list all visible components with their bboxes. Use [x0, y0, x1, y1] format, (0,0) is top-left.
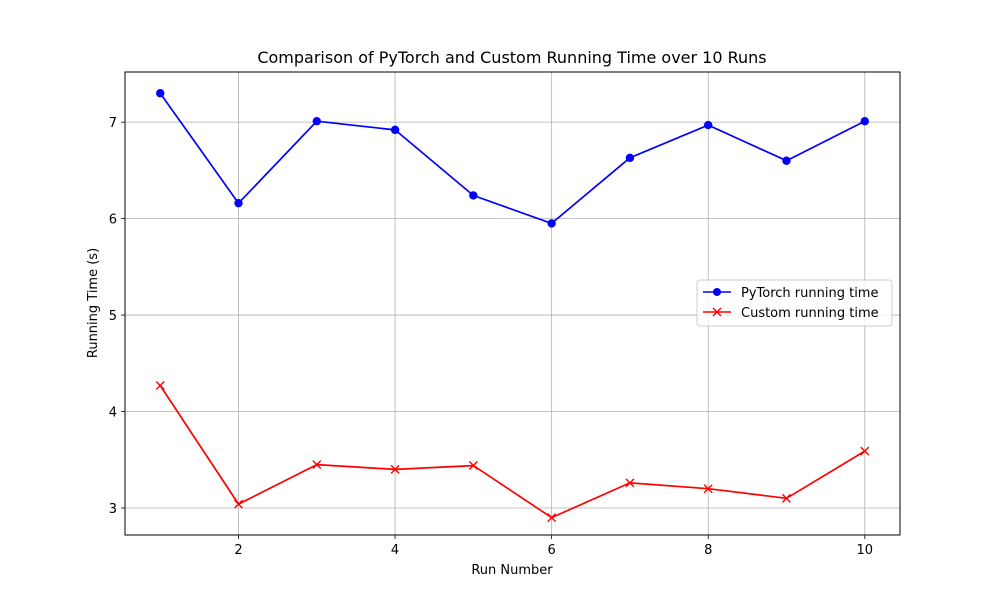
data-point-pytorch: [782, 156, 791, 165]
y-tick-label: 6: [109, 213, 117, 228]
data-point-pytorch: [234, 198, 243, 208]
data-point-pytorch: [390, 125, 400, 135]
y-tick-label: 7: [109, 116, 117, 131]
data-point-custom: [625, 478, 635, 488]
data-point-pytorch: [156, 89, 165, 98]
x-tick-label: 10: [856, 543, 873, 558]
y-tick-label: 5: [109, 309, 117, 324]
chart-title: Comparison of PyTorch and Custom Running…: [257, 48, 766, 67]
data-point-pytorch: [312, 116, 321, 126]
data-point-custom: [860, 446, 870, 456]
legend-marker-pytorch: [713, 288, 721, 296]
data-point-custom: [234, 499, 244, 509]
axis-ticks: 2 4 6 8 10 3 4 5 6 7: [109, 116, 873, 558]
data-point-custom: [468, 461, 478, 471]
series-line-custom: [159, 385, 866, 519]
data-point-pytorch: [704, 120, 713, 130]
legend-marker-custom: [712, 307, 722, 317]
data-point-custom: [312, 460, 322, 470]
data-point-custom: [390, 464, 400, 474]
x-tick-label: 6: [548, 543, 556, 558]
data-point-custom: [155, 380, 165, 390]
y-tick-label: 3: [109, 502, 117, 517]
data-point-pytorch: [625, 153, 635, 163]
legend-frame: [696, 279, 893, 327]
series-group: [155, 89, 870, 523]
series-line-pytorch: [159, 92, 866, 225]
data-point-pytorch: [469, 191, 478, 200]
data-point-custom: [547, 513, 557, 523]
x-tick-label: 8: [704, 543, 712, 558]
data-point-pytorch: [860, 116, 869, 126]
legend-label-custom: Custom running time: [741, 306, 879, 321]
y-tick-label: 4: [109, 406, 117, 421]
plot-area-frame: [124, 71, 901, 536]
x-tick-label: 4: [391, 543, 399, 558]
data-point-custom: [781, 493, 791, 503]
x-axis-label: Run Number: [471, 563, 553, 578]
legend: PyTorch running time Custom running time: [696, 279, 893, 327]
x-tick-label: 2: [234, 543, 242, 558]
y-axis-label: Running Time (s): [86, 248, 101, 358]
data-point-pytorch: [547, 219, 556, 228]
legend-label-pytorch: PyTorch running time: [741, 286, 878, 301]
data-point-custom: [703, 484, 713, 494]
